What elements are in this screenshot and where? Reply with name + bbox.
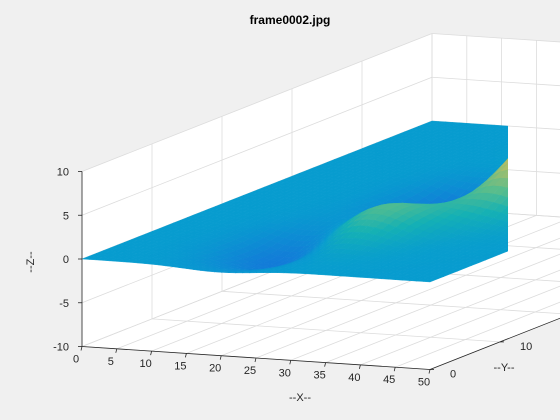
x-tick-label: 25 xyxy=(244,365,256,377)
axis-lines xyxy=(78,171,560,374)
x-axis-label: --X-- xyxy=(289,392,311,404)
surface-mesh xyxy=(81,120,508,283)
x-tick-label: 40 xyxy=(348,372,360,384)
x-tick-label: 50 xyxy=(418,377,430,389)
x-tick-label: 0 xyxy=(73,354,79,366)
x-tick-label: 35 xyxy=(313,370,325,382)
x-tick-label: 45 xyxy=(383,374,395,386)
z-tick-label: 10 xyxy=(57,167,69,179)
x-tick-label: 15 xyxy=(174,360,186,372)
z-axis-label: --Z-- xyxy=(25,251,37,273)
z-tick-label: 0 xyxy=(63,254,69,266)
z-tick-labels: -10 -5 0 5 10 xyxy=(53,167,69,354)
y-axis-label: --Y-- xyxy=(494,362,515,374)
y-tick-label: 0 xyxy=(450,369,456,381)
z-tick-label: 5 xyxy=(63,210,69,222)
x-tick-label: 30 xyxy=(279,367,291,379)
z-tick-label: -5 xyxy=(59,298,69,310)
y-tick-labels: 01020304050 xyxy=(450,341,532,381)
z-tick-label: -10 xyxy=(53,342,69,354)
x-tick-label: 20 xyxy=(209,363,221,375)
y-tick-label: 10 xyxy=(520,341,532,353)
x-tick-label: 10 xyxy=(139,358,151,370)
chart-title: frame0002.jpg xyxy=(250,13,331,27)
x-tick-label: 5 xyxy=(108,356,114,368)
x-tick-labels: 0 5 10 15 20 25 30 35 40 45 50 xyxy=(73,354,430,389)
